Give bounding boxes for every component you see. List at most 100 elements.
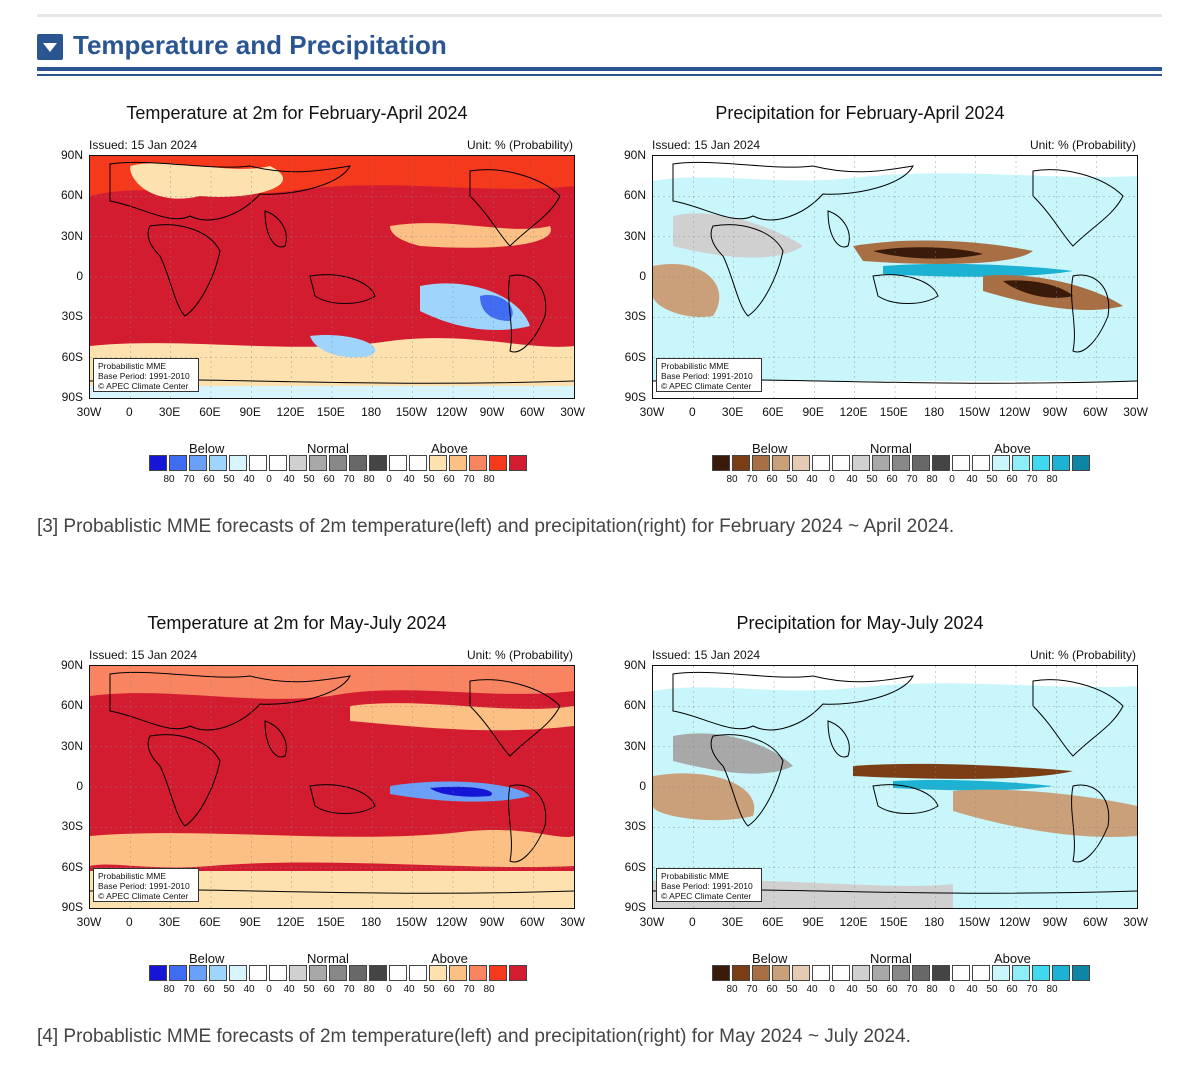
legend-swatches [712,965,1092,983]
legend-swatch [892,455,910,471]
legend-swatch [792,455,810,471]
latitude-label: 90N [623,658,646,672]
issued-date: Issued: 15 Jan 2024 [89,138,198,152]
latitude-label: 60S [624,349,646,364]
legend-number: 60 [443,984,455,995]
legend-number: 70 [183,474,195,485]
legend-number: 70 [463,474,475,485]
longitude-label: 150E [879,915,908,929]
longitude-label: 90E [802,915,824,929]
latitude-label: 60N [623,188,646,203]
latitude-label: 30S [624,309,646,324]
legend-swatch [892,965,910,981]
credit-line: Probabilistic MME [98,871,167,881]
legend-number: 50 [786,984,798,995]
longitude-label: 0 [688,405,696,419]
legend-number: 0 [829,474,835,485]
legend-swatch [1032,455,1050,471]
longitude-label: 120W [999,915,1031,929]
legend-swatch [469,965,487,981]
legend-number: 0 [949,984,955,995]
legend-number: 40 [846,474,858,485]
legend-number: 80 [363,984,375,995]
forecast-map [652,665,1138,909]
legend-number: 40 [966,474,978,485]
legend-swatch [972,965,990,981]
legend-number: 80 [926,984,938,995]
legend-number: 70 [1026,474,1038,485]
legend-swatch [932,965,950,981]
legend-number: 70 [746,474,758,485]
section-header[interactable]: Temperature and Precipitation [37,28,1162,78]
legend-swatch [449,455,467,471]
latitude-label: 90S [61,899,83,914]
longitude-label: 120W [436,915,468,929]
longitude-label: 60E [762,915,784,929]
latitude-label: 0 [76,268,83,283]
map-panel-prec-may-jul: Precipitation for May-July 2024 Issued: 1… [600,613,1148,995]
legend-number: 60 [766,474,778,485]
legend-group-label: Above [994,441,1031,456]
longitude-label: 180 [361,915,382,929]
latitude-label: 30S [61,309,83,324]
legend-number: 50 [303,474,315,485]
legend-swatch [249,965,267,981]
legend-swatch [732,455,750,471]
longitude-label: 180 [361,405,382,419]
legend-number: 0 [829,984,835,995]
legend-group-label: Above [431,951,468,966]
legend-swatch [712,965,730,981]
legend-swatch [409,965,427,981]
probability-legend: Below Normal Above 80 70 60 50 40 0 40 50 60 70 80 0 40… [712,441,1092,485]
latitude-label: 0 [639,268,646,283]
legend-group-label: Normal [307,951,349,966]
legend-swatch [249,455,267,471]
legend-group-label: Below [189,441,225,456]
longitude-label: 30E [721,915,744,929]
legend-number: 0 [266,984,272,995]
legend-swatch [289,965,307,981]
legend-number: 80 [363,474,375,485]
legend-number: 60 [443,474,455,485]
legend-swatch [509,965,527,981]
legend-group-label: Normal [870,441,912,456]
longitude-label: 90W [479,405,505,419]
longitude-label: 30W [639,915,665,929]
legend-number: 80 [726,474,738,485]
legend-number: 50 [223,984,235,995]
legend-swatch [389,965,407,981]
longitude-label: 90E [802,405,824,419]
legend-swatch [269,455,287,471]
legend-swatch [952,965,970,981]
forecast-map [652,155,1138,399]
top-divider [37,14,1162,17]
caret-down-icon[interactable] [37,34,63,60]
longitude-label: 180 [924,915,945,929]
longitude-label: 90W [479,915,505,929]
credit-box: Probabilistic MME Base Period: 1991-2010 ©… [93,358,199,392]
issued-date: Issued: 15 Jan 2024 [652,138,761,152]
longitude-label: 60W [1082,405,1108,419]
legend-number: 40 [403,474,415,485]
legend-swatch [832,455,850,471]
legend-group-label: Normal [307,441,349,456]
longitude-label: 30W [1123,405,1148,419]
legend-swatch [812,455,830,471]
map-panel-temp-may-jul: Temperature at 2m for May-July 2024 Issue… [37,613,585,995]
map-panel-prec-feb-apr: Precipitation for February-April 2024 Iss… [600,103,1148,485]
legend-number: 0 [386,474,392,485]
unit-label: Unit: % (Probability) [466,648,573,662]
legend-swatch [1052,965,1070,981]
legend-number: 60 [323,474,335,485]
legend-number: 40 [806,474,818,485]
map-title: Precipitation for May-July 2024 [736,613,984,633]
issued-date: Issued: 15 Jan 2024 [652,648,761,662]
legend-group-label: Above [994,951,1031,966]
legend-number: 60 [1006,474,1018,485]
legend-swatch [772,455,790,471]
legend-swatch [349,965,367,981]
legend-swatch [1012,965,1030,981]
longitude-label: 180 [924,405,945,419]
legend-number: 50 [423,984,435,995]
legend-group-label: Below [752,441,788,456]
